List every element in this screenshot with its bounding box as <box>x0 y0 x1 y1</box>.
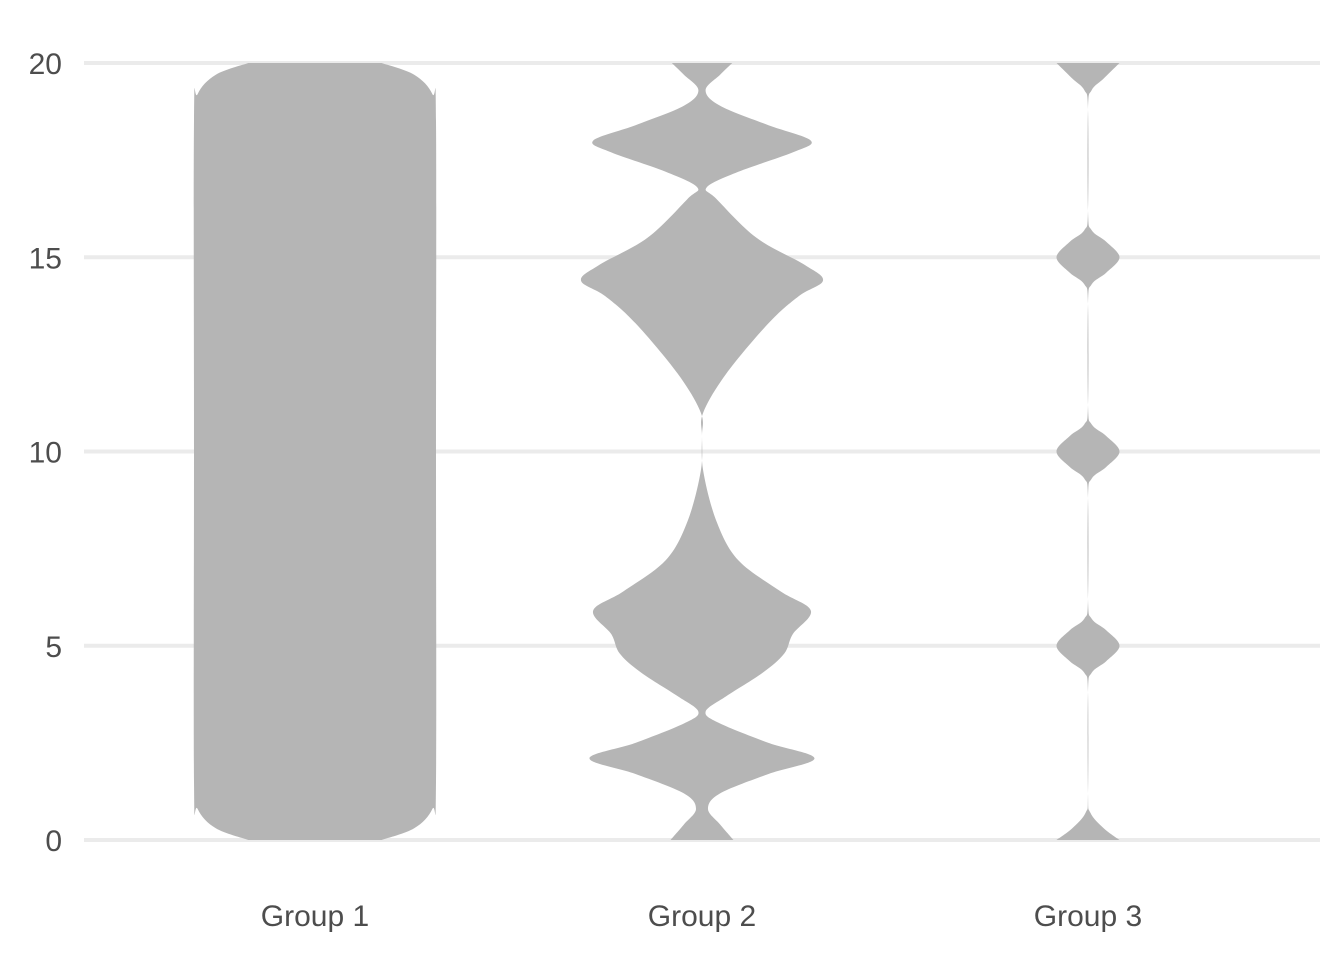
x-category-label: Group 1 <box>261 900 369 933</box>
x-category-label: Group 2 <box>648 900 756 933</box>
violin-group-3 <box>1056 63 1120 840</box>
y-tick-label: 20 <box>29 48 62 81</box>
y-tick-label: 10 <box>29 437 62 470</box>
violin-group-1 <box>193 63 437 840</box>
y-axis-tick-labels: 0 5 10 15 20 <box>29 48 62 858</box>
violin-group-2 <box>580 63 824 840</box>
x-axis-category-labels: Group 1 Group 2 Group 3 <box>261 900 1142 933</box>
y-tick-label: 0 <box>45 825 62 858</box>
violins <box>193 63 1120 840</box>
y-tick-label: 15 <box>29 242 62 275</box>
y-tick-label: 5 <box>45 631 62 664</box>
x-category-label: Group 3 <box>1034 900 1142 933</box>
